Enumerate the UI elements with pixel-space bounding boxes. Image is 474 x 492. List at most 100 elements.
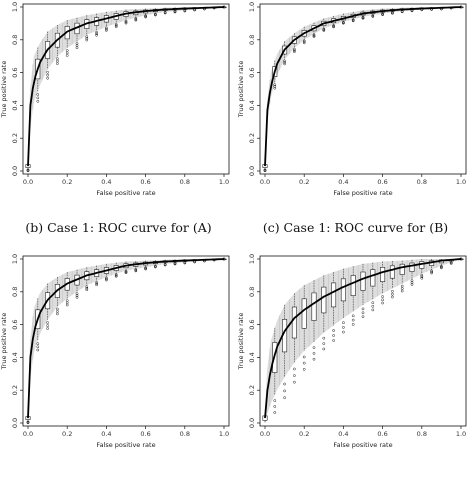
y-tick-label: 0.8 bbox=[248, 35, 256, 45]
outlier-point bbox=[85, 35, 89, 38]
outlier-point bbox=[371, 308, 375, 312]
outlier-point bbox=[273, 83, 277, 87]
outlier-point bbox=[95, 283, 98, 287]
outlier-point bbox=[26, 169, 30, 173]
roc-chart-c: 0.0 0.2 0.4 0.6 0.8 1.0 0.0 0.2 0.4 0.6 0.8 1.0 Fals… bbox=[0, 254, 230, 449]
y-tick-label: 0.6 bbox=[248, 319, 256, 329]
outlier-point bbox=[440, 265, 443, 269]
y-axis-label: True positive rate bbox=[0, 313, 8, 371]
outlier-point bbox=[371, 304, 375, 308]
outlier-point bbox=[342, 326, 345, 329]
x-tick-label: 0.6 bbox=[140, 430, 150, 438]
roc-panel-a: 0.0 0.2 0.4 0.6 0.8 1.0 0.0 0.2 0.4 0.6 0.8 1.0 Fals… bbox=[0, 0, 237, 240]
outlier-point bbox=[56, 59, 59, 63]
x-tick-label: 0.2 bbox=[299, 430, 309, 438]
plot-frame bbox=[259, 3, 467, 175]
outlier-point bbox=[134, 17, 138, 21]
outlier-point bbox=[46, 76, 49, 80]
outlier-point bbox=[36, 342, 40, 346]
roc-chart-d: 0.0 0.2 0.4 0.6 0.8 1.0 0.0 0.2 0.4 0.6 0.8 1.0 Fals… bbox=[237, 254, 467, 449]
x-tick-label: 0.4 bbox=[338, 430, 348, 438]
outlier-point bbox=[283, 382, 286, 386]
x-axis-label: False positive rate bbox=[333, 189, 392, 197]
outlier-point bbox=[322, 342, 326, 345]
y-tick-label: 0.8 bbox=[248, 287, 256, 297]
box bbox=[321, 286, 327, 314]
outlier-point bbox=[302, 355, 306, 359]
x-tick-label: 0.4 bbox=[101, 430, 111, 438]
outlier-point bbox=[46, 70, 49, 74]
outlier-point bbox=[381, 298, 384, 302]
plot-frame bbox=[259, 255, 467, 427]
y-tick-label: 1.0 bbox=[248, 2, 256, 12]
outlier-point bbox=[75, 295, 79, 299]
outlier-point bbox=[351, 323, 355, 326]
outlier-point bbox=[342, 321, 345, 325]
outlier-point bbox=[302, 361, 306, 365]
y-tick-label: 0.6 bbox=[248, 67, 256, 77]
outlier-point bbox=[105, 29, 108, 32]
y-tick-label: 0.8 bbox=[11, 35, 19, 45]
outlier-point bbox=[36, 96, 40, 100]
outlier-point bbox=[85, 286, 89, 290]
x-tick-label: 0.0 bbox=[260, 178, 270, 186]
outlier-point bbox=[400, 289, 404, 293]
outlier-point bbox=[381, 295, 384, 298]
outlier-point bbox=[410, 283, 414, 286]
box bbox=[301, 298, 307, 329]
x-tick-label: 0.0 bbox=[23, 430, 33, 438]
outlier-point bbox=[391, 295, 394, 299]
outlier-point bbox=[420, 276, 424, 280]
outlier-point bbox=[283, 61, 286, 64]
outlier-point bbox=[46, 73, 49, 77]
outlier-point bbox=[371, 301, 375, 305]
outlier-point bbox=[105, 26, 108, 30]
outlier-point bbox=[105, 27, 108, 31]
outlier-point bbox=[124, 20, 128, 24]
outlier-point bbox=[381, 301, 384, 305]
roc-panel-d: 0.0 0.2 0.4 0.6 0.8 1.0 0.0 0.2 0.4 0.6 0.8 1.0 Fals… bbox=[237, 252, 474, 492]
outlier-point bbox=[124, 271, 128, 275]
y-axis-label: True positive rate bbox=[237, 313, 245, 371]
y-tick-label: 0.6 bbox=[11, 67, 19, 77]
box bbox=[360, 271, 366, 291]
mean-roc-curve bbox=[27, 6, 225, 167]
y-tick-label: 0.2 bbox=[248, 385, 256, 395]
outlier-point bbox=[312, 33, 316, 37]
outlier-point bbox=[105, 278, 108, 282]
outlier-point bbox=[263, 169, 267, 173]
x-tick-label: 0.8 bbox=[417, 430, 427, 438]
plot-frame bbox=[22, 255, 230, 427]
outlier-point bbox=[312, 34, 316, 38]
outlier-point bbox=[183, 261, 187, 265]
x-tick-label: 0.6 bbox=[140, 178, 150, 186]
outlier-point bbox=[46, 327, 49, 330]
outlier-point bbox=[293, 374, 296, 377]
y-tick-label: 0.2 bbox=[11, 133, 19, 143]
outlier-point bbox=[332, 334, 335, 337]
outlier-point bbox=[293, 380, 296, 384]
outlier-point bbox=[420, 275, 424, 279]
box bbox=[409, 262, 415, 272]
outlier-point bbox=[65, 299, 69, 302]
y-tick-label: 0.8 bbox=[11, 287, 19, 297]
outlier-point bbox=[105, 277, 108, 281]
outlier-point bbox=[26, 421, 30, 425]
y-tick-label: 0.0 bbox=[11, 418, 19, 428]
outlier-point bbox=[381, 13, 384, 17]
outlier-point bbox=[46, 324, 49, 327]
outlier-point bbox=[430, 270, 433, 274]
outlier-point bbox=[293, 47, 296, 51]
outlier-point bbox=[36, 99, 40, 103]
box bbox=[380, 267, 386, 282]
x-tick-label: 0.8 bbox=[180, 430, 190, 438]
roc-chart-a: 0.0 0.2 0.4 0.6 0.8 1.0 0.0 0.2 0.4 0.6 0.8 1.0 Fals… bbox=[0, 2, 230, 197]
outlier-point bbox=[95, 282, 98, 285]
outlier-point bbox=[273, 86, 277, 90]
outlier-point bbox=[65, 49, 69, 52]
outlier-point bbox=[322, 336, 326, 340]
outlier-point bbox=[361, 311, 365, 315]
outlier-point bbox=[283, 396, 286, 400]
outlier-point bbox=[332, 329, 335, 332]
outlier-point bbox=[173, 10, 177, 14]
